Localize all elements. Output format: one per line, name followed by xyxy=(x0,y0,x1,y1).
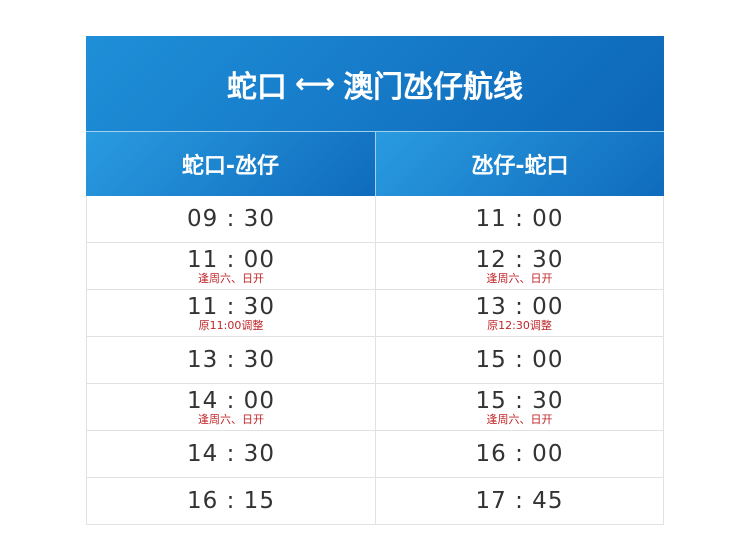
table-cell: 11 : 00 逢周六、日开 xyxy=(87,243,376,289)
table-row: 14 : 00 逢周六、日开 15 : 30 逢周六、日开 xyxy=(86,384,664,431)
column-headers: 蛇口-氹仔 氹仔-蛇口 xyxy=(86,132,664,196)
departure-time: 14 : 00 xyxy=(187,387,275,414)
departure-time: 11 : 30 xyxy=(187,293,275,320)
table-cell: 17 : 45 xyxy=(376,478,663,524)
schedule-note: 原12:30调整 xyxy=(487,318,552,332)
table-row: 14 : 30 16 : 00 xyxy=(86,431,664,478)
schedule-note: 逢周六、日开 xyxy=(198,412,264,426)
table-cell: 11 : 00 xyxy=(376,196,663,242)
table-row: 16 : 15 17 : 45 xyxy=(86,478,664,525)
table-title: 蛇口 ⟷ 澳门氹仔航线 xyxy=(86,36,664,132)
table-cell: 14 : 30 xyxy=(87,431,376,477)
departure-time: 16 : 00 xyxy=(475,440,564,467)
departure-time: 12 : 30 xyxy=(475,246,564,273)
table-cell: 13 : 00 原12:30调整 xyxy=(376,290,663,336)
title-origin: 蛇口 xyxy=(226,69,287,105)
departure-time: 09 : 30 xyxy=(187,205,275,232)
timetable: 蛇口 ⟷ 澳门氹仔航线 蛇口-氹仔 氹仔-蛇口 09 : 30 11 : 00 11… xyxy=(86,36,664,525)
table-cell: 15 : 00 xyxy=(376,337,663,383)
schedule-note: 逢周六、日开 xyxy=(486,271,553,285)
column-header: 氹仔-蛇口 xyxy=(376,132,664,196)
departure-time: 16 : 15 xyxy=(187,487,275,514)
departure-time: 11 : 00 xyxy=(187,246,275,273)
table-cell: 15 : 30 逢周六、日开 xyxy=(376,384,663,430)
table-row: 09 : 30 11 : 00 xyxy=(86,196,664,243)
table-cell: 12 : 30 逢周六、日开 xyxy=(376,243,663,289)
departure-time: 13 : 00 xyxy=(475,293,564,320)
table-cell: 11 : 30 原11:00调整 xyxy=(87,290,376,336)
double-arrow-icon: ⟷ xyxy=(294,67,336,100)
table-cell: 09 : 30 xyxy=(87,196,376,242)
departure-time: 15 : 30 xyxy=(475,387,564,414)
departure-time: 14 : 30 xyxy=(187,440,275,467)
table-body: 09 : 30 11 : 00 11 : 00 逢周六、日开 12 : 30 逢周六、日开… xyxy=(86,196,664,525)
table-cell: 16 : 15 xyxy=(87,478,376,524)
departure-time: 17 : 45 xyxy=(475,487,564,514)
column-header: 蛇口-氹仔 xyxy=(86,132,376,196)
schedule-note: 逢周六、日开 xyxy=(486,412,553,426)
table-cell: 13 : 30 xyxy=(87,337,376,383)
table-cell: 16 : 00 xyxy=(376,431,663,477)
schedule-note: 原11:00调整 xyxy=(198,318,264,332)
table-cell: 14 : 00 逢周六、日开 xyxy=(87,384,376,430)
departure-time: 15 : 00 xyxy=(475,346,564,373)
table-row: 11 : 00 逢周六、日开 12 : 30 逢周六、日开 xyxy=(86,243,664,290)
title-route: 澳门氹仔航线 xyxy=(343,69,524,105)
table-row: 11 : 30 原11:00调整 13 : 00 原12:30调整 xyxy=(86,290,664,337)
table-row: 13 : 30 15 : 00 xyxy=(86,337,664,384)
departure-time: 11 : 00 xyxy=(475,205,564,232)
schedule-note: 逢周六、日开 xyxy=(198,271,264,285)
departure-time: 13 : 30 xyxy=(187,346,275,373)
